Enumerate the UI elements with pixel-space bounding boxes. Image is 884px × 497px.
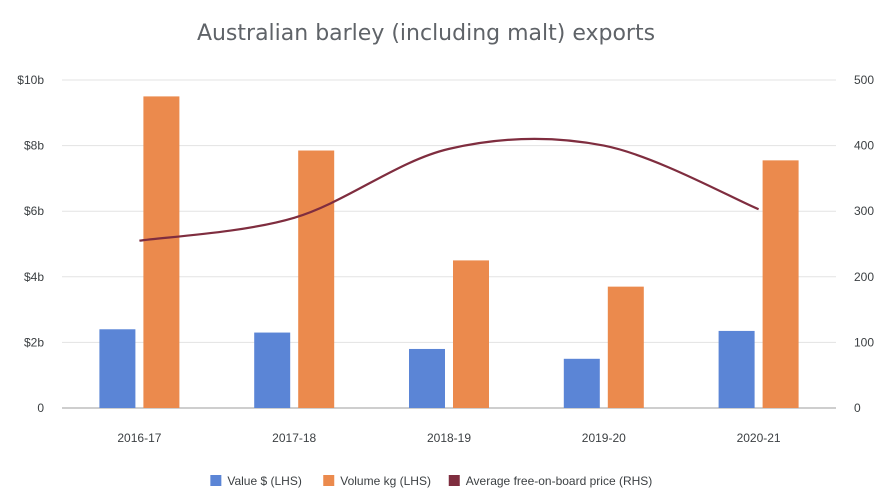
volume-bar: [762, 160, 799, 408]
volume-bar: [143, 96, 180, 409]
legend-label: Volume kg (LHS): [340, 474, 431, 488]
left-tick-label: $4b: [24, 270, 44, 284]
x-tick-label: 2019-20: [582, 431, 626, 445]
x-tick-label: 2018-19: [427, 431, 471, 445]
bars: [99, 96, 799, 409]
left-tick-label: $10b: [17, 73, 44, 87]
left-tick-label: $6b: [24, 204, 44, 218]
left-axis-ticks: 0 $2b $4b $6b $8b $10b: [17, 73, 44, 415]
right-tick-label: 400: [854, 139, 874, 153]
value-bar: [99, 329, 136, 408]
legend: Value $ (LHS) Volume kg (LHS) Average free…: [210, 474, 652, 488]
price-series-line: [139, 137, 760, 242]
legend-label: Average free-on-board price (RHS): [466, 474, 653, 488]
value-bar: [409, 348, 445, 408]
volume-bar: [453, 260, 489, 408]
x-axis-ticks: 2016-17 2017-18 2018-19 2019-20 2020-21: [117, 431, 781, 445]
x-tick-label: 2017-18: [272, 431, 316, 445]
x-tick-label: 2016-17: [117, 431, 161, 445]
value-bar: [254, 332, 291, 408]
right-tick-label: 500: [854, 73, 874, 87]
right-tick-label: 200: [854, 270, 874, 284]
right-axis-ticks: 0 100 200 300 400 500: [854, 73, 874, 415]
right-tick-label: 0: [854, 401, 861, 415]
legend-swatch: [210, 475, 222, 486]
volume-bar: [607, 286, 644, 408]
volume-bar: [298, 150, 335, 408]
legend-label: Value $ (LHS): [227, 474, 301, 488]
value-bar: [563, 358, 600, 408]
chart-title: Australian barley (including malt) expor…: [197, 21, 655, 46]
right-tick-label: 300: [854, 204, 874, 218]
gridlines: [62, 79, 836, 409]
right-tick-label: 100: [854, 335, 874, 349]
left-tick-label: 0: [37, 401, 44, 415]
legend-swatch: [323, 475, 335, 486]
price-line: [139, 137, 760, 242]
left-tick-label: $2b: [24, 335, 44, 349]
x-tick-label: 2020-21: [737, 431, 781, 445]
value-bar: [718, 330, 755, 408]
left-tick-label: $8b: [24, 139, 44, 153]
legend-swatch: [448, 475, 460, 486]
